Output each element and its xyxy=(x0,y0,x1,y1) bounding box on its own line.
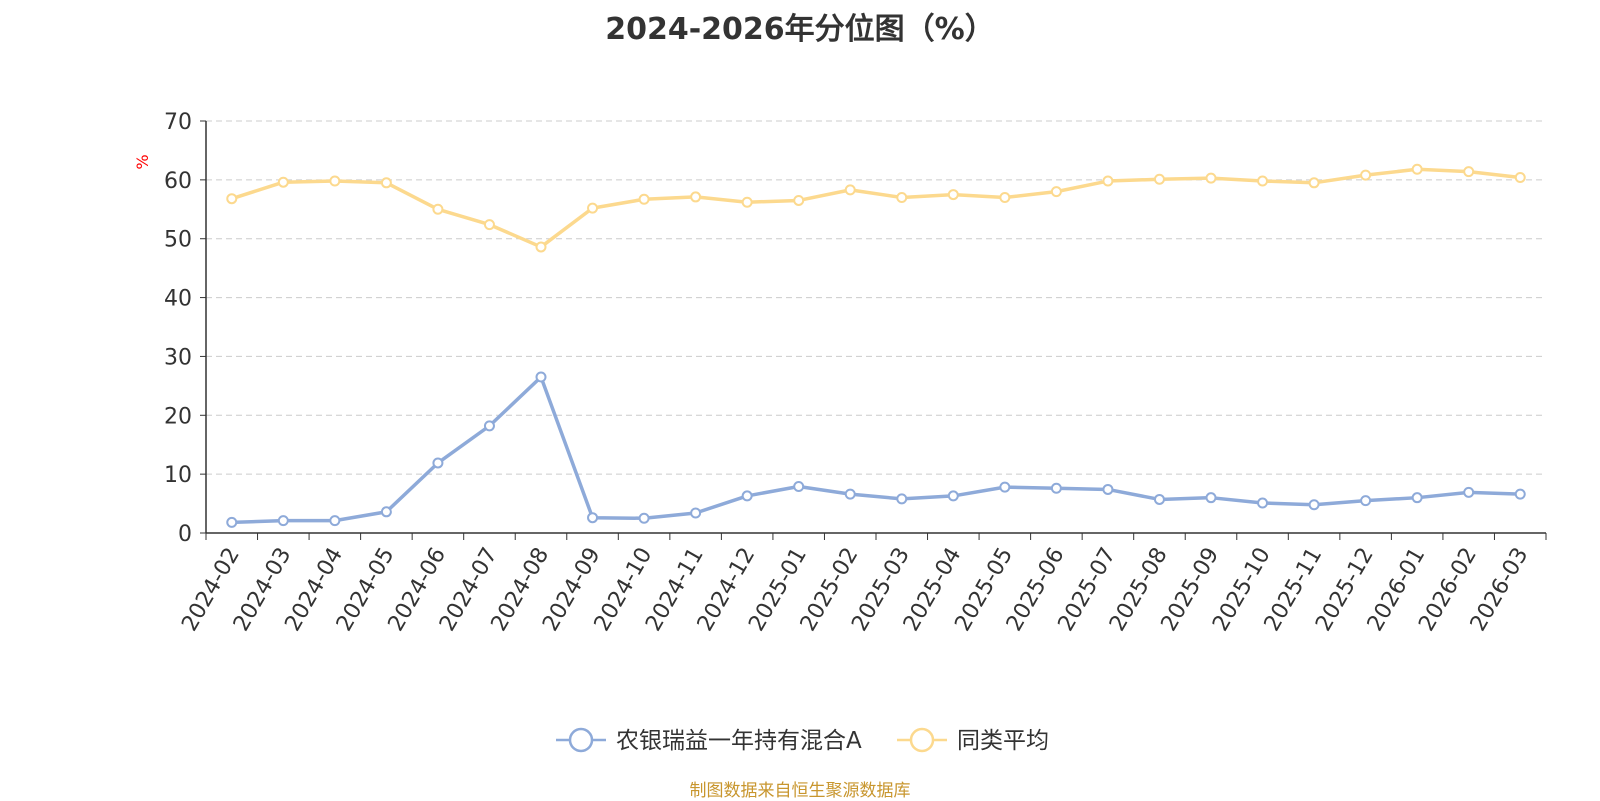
data-point xyxy=(793,481,805,493)
chart-title: 2024-2026年分位图（%） xyxy=(605,12,995,47)
data-point xyxy=(535,371,547,383)
y-tick-label: 60 xyxy=(164,169,192,194)
y-tick-label: 40 xyxy=(164,287,192,312)
data-point xyxy=(638,193,650,205)
source-note: 制图数据来自恒生聚源数据库 xyxy=(689,781,911,801)
data-point xyxy=(947,490,959,502)
data-point xyxy=(1205,172,1217,184)
data-point xyxy=(432,203,444,215)
data-point xyxy=(1514,172,1526,184)
data-point xyxy=(535,241,547,253)
grid-lines xyxy=(206,120,1546,475)
data-point xyxy=(1102,175,1114,187)
data-point xyxy=(587,512,599,524)
y-tick-label: 20 xyxy=(164,404,192,429)
y-tick-label: 30 xyxy=(164,345,192,370)
data-point xyxy=(844,488,856,500)
data-point xyxy=(999,192,1011,204)
y-tick-label: 70 xyxy=(164,110,192,135)
data-point xyxy=(432,457,444,469)
data-point xyxy=(1411,163,1423,175)
data-point xyxy=(793,194,805,206)
data-point xyxy=(226,516,238,528)
series-lines xyxy=(226,163,1526,528)
data-point xyxy=(1153,173,1165,185)
axes: 010203040506070%2024-022024-032024-04202… xyxy=(133,110,1547,636)
legend-marker xyxy=(909,727,935,753)
data-point xyxy=(483,219,495,231)
data-point xyxy=(690,507,702,519)
data-point xyxy=(329,175,341,187)
data-point xyxy=(896,493,908,505)
data-point xyxy=(1463,166,1475,178)
legend: 农银瑞益一年持有混合A 同类平均 xyxy=(556,727,1049,754)
data-point xyxy=(1308,177,1320,189)
data-point xyxy=(587,202,599,214)
data-point xyxy=(1257,497,1269,509)
legend-item: 农银瑞益一年持有混合A xyxy=(556,727,862,754)
data-point xyxy=(1050,482,1062,494)
data-point xyxy=(277,176,289,188)
data-point xyxy=(226,193,238,205)
y-tick-label: 0 xyxy=(178,522,192,547)
data-point xyxy=(896,192,908,204)
data-point xyxy=(380,506,392,518)
y-tick-label: 50 xyxy=(164,228,192,253)
data-point xyxy=(483,420,495,432)
legend-item: 同类平均 xyxy=(897,727,1049,754)
data-point xyxy=(999,481,1011,493)
data-point xyxy=(1411,492,1423,504)
y-tick-label: 10 xyxy=(164,463,192,488)
data-point xyxy=(1514,488,1526,500)
data-point xyxy=(277,515,289,527)
data-point xyxy=(1102,483,1114,495)
data-point xyxy=(329,515,341,527)
legend-label: 农银瑞益一年持有混合A xyxy=(616,728,862,754)
data-point xyxy=(1308,499,1320,511)
data-point xyxy=(741,196,753,208)
y-axis-label: % xyxy=(133,154,152,169)
data-point xyxy=(1360,495,1372,507)
data-point xyxy=(947,189,959,201)
legend-label: 同类平均 xyxy=(957,728,1049,754)
data-point xyxy=(1257,175,1269,187)
series-line xyxy=(231,375,1521,525)
data-point xyxy=(1360,169,1372,181)
data-point xyxy=(1153,493,1165,505)
series-line xyxy=(231,167,1521,249)
legend-marker xyxy=(568,727,594,753)
data-point xyxy=(1050,186,1062,198)
data-point xyxy=(638,512,650,524)
data-point xyxy=(741,490,753,502)
data-point xyxy=(690,191,702,203)
data-point xyxy=(380,177,392,189)
data-point xyxy=(844,184,856,196)
data-point xyxy=(1463,486,1475,498)
data-point xyxy=(1205,492,1217,504)
